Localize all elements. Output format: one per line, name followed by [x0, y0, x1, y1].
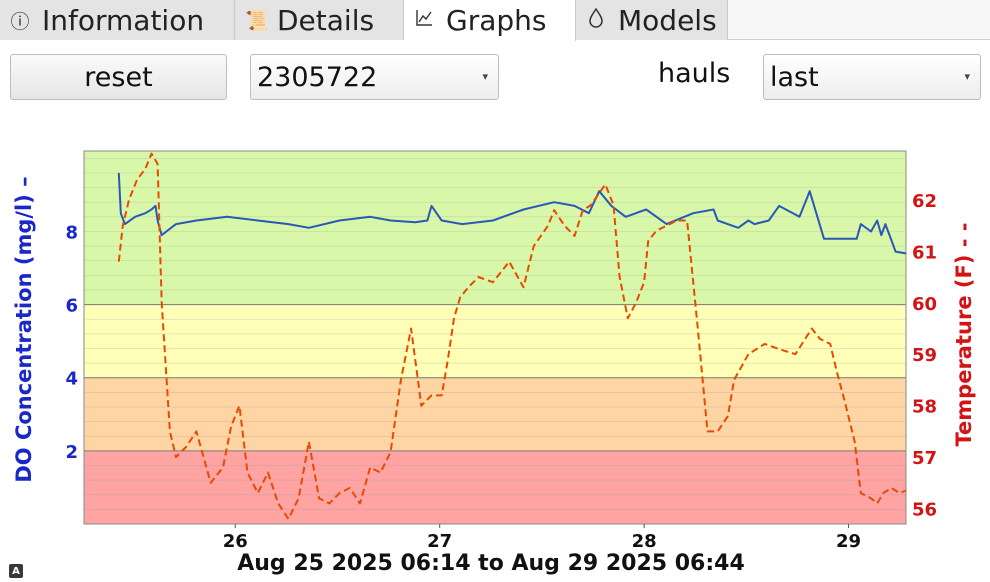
x-axis-ticks: 26 27 28 29 [223, 524, 861, 552]
y-axis-ticks: 2 4 6 8 [65, 222, 78, 462]
y2-axis-ticks: 56 57 58 59 60 61 62 [912, 191, 937, 521]
y2-axis-label: Temperature (F) - - [952, 223, 976, 447]
series-line-temperature [117, 152, 907, 520]
plot-frame [83, 150, 907, 525]
chart-icon [414, 9, 434, 32]
tab-information[interactable]: ⓘ Information [0, 0, 235, 40]
reset-button[interactable]: reset [10, 54, 227, 100]
y2-tick-label: 62 [912, 191, 937, 212]
device-select[interactable]: 2305722 ▾ [250, 54, 499, 100]
x-tick-label: 28 [632, 531, 657, 552]
tab-graphs[interactable]: Graphs [404, 0, 576, 41]
tab-details-label: Details [277, 3, 375, 37]
y-tick-label: 4 [65, 369, 78, 390]
tab-information-label: Information [42, 3, 205, 37]
y2-tick-label: 57 [912, 448, 937, 469]
band-1 [84, 377, 906, 451]
tab-bar: ⓘ Information 📜 Details Graphs Models [0, 0, 990, 41]
hauls-label: hauls [658, 58, 731, 89]
hauls-select[interactable]: last ▾ [763, 54, 981, 100]
info-icon: ⓘ [10, 10, 30, 33]
y2-tick-label: 60 [912, 294, 937, 315]
band-3 [84, 151, 906, 305]
y-tick-label: 6 [65, 296, 78, 317]
quality-bands [84, 151, 906, 524]
x-tick-label: 27 [427, 531, 452, 552]
y2-tick-label: 56 [912, 500, 937, 521]
droplet-icon [586, 7, 606, 33]
scroll-icon: 📜 [245, 9, 269, 32]
band-2 [84, 304, 906, 378]
band-0 [84, 450, 906, 524]
series-line-do [117, 172, 906, 255]
x-axis-label: Aug 25 2025 06:14 to Aug 29 2025 06:44 [237, 551, 745, 576]
y2-tick-label: 61 [912, 242, 937, 263]
y2-tick-label: 58 [912, 397, 937, 418]
major-gridlines [84, 304, 906, 452]
chevron-down-icon: ▾ [482, 70, 488, 83]
y-axis-label: DO Concentration (mg/l) – [12, 176, 36, 482]
series-layer [117, 152, 907, 520]
device-select-value: 2305722 [257, 61, 378, 93]
x-tick-label: 26 [223, 531, 248, 552]
tab-models[interactable]: Models [576, 0, 728, 40]
x-tick-label: 29 [836, 531, 861, 552]
y2-tick-label: 59 [912, 345, 937, 366]
corner-badge: A [9, 564, 23, 578]
y-tick-label: 2 [65, 442, 78, 463]
hauls-select-value: last [770, 61, 819, 93]
tab-details[interactable]: 📜 Details [235, 0, 404, 40]
tab-models-label: Models [618, 3, 717, 37]
tab-graphs-label: Graphs [446, 4, 547, 37]
chevron-down-icon: ▾ [964, 70, 970, 83]
do-temperature-chart: 2 4 6 8 56 57 58 59 60 61 62 26 27 28 29 DO Concentr… [12, 150, 976, 576]
y-tick-label: 8 [65, 222, 78, 243]
